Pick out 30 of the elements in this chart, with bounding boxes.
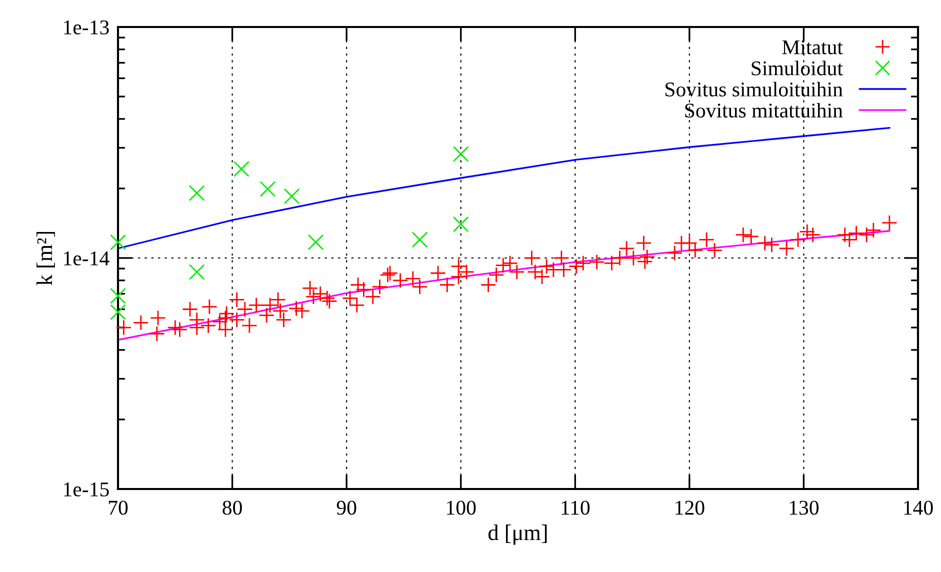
y-tick-label: 1e-15 [64,482,109,496]
x-tick-label: 80 [222,500,242,515]
point [188,185,205,202]
x-tick-label: 130 [790,500,819,515]
x-tick-label: 100 [447,500,476,515]
legend-label: Sovitus simuloituihin [666,82,843,96]
point [284,188,300,204]
x-tick-label: 140 [904,500,933,515]
x-tick-label: 90 [336,500,356,515]
point [110,288,126,304]
legend-label: Sovitus mitattuihin [685,102,843,118]
legend-label: Mitatut [782,40,843,54]
y-axis-title: k [m²] [36,232,55,286]
x-axis-title: d [μm] [488,524,547,545]
line-series [118,127,890,250]
point [308,234,324,250]
point [110,304,126,320]
point [452,146,469,162]
point [233,160,250,177]
x-tick-label: 110 [562,500,590,515]
y-tick-label: 1e-14 [64,251,110,266]
point [260,180,276,197]
point [452,216,469,232]
point [412,232,428,248]
x-tick-label: 70 [108,500,128,515]
legend-label: Simuloidut [752,60,843,76]
y-tick-label: 1e-13 [64,20,109,34]
point [188,264,205,280]
x-tick-label: 120 [676,500,704,515]
point [110,234,126,250]
